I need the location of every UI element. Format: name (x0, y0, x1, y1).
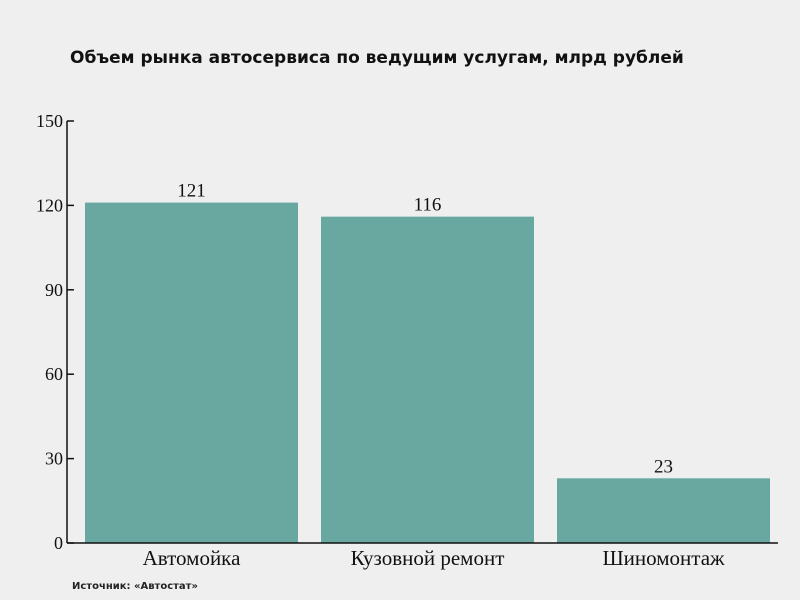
y-tick-label-60: 60 (45, 364, 63, 384)
y-tick-label-150: 150 (36, 111, 63, 131)
bar-2 (321, 216, 534, 544)
labels-layer: 121 Автомойка 116 Кузовной ремонт 23 Шиномонт… (36, 111, 725, 570)
chart-title: Объем рынка автосервиса по ведущим услуг… (70, 48, 684, 68)
bar-3 (557, 478, 770, 543)
bars-layer (85, 202, 770, 544)
source-note: Источник: «Автостат» (72, 581, 198, 592)
data-label-3: 23 (654, 456, 673, 477)
data-label-1: 121 (177, 181, 206, 202)
category-label-2: Кузовной ремонт (351, 546, 505, 570)
y-tick-label-30: 30 (45, 449, 63, 469)
data-label-2: 116 (414, 195, 442, 216)
y-tick-label-90: 90 (45, 280, 63, 300)
category-label-1: Автомойка (143, 546, 241, 570)
category-label-3: Шиномонтаж (602, 546, 725, 570)
y-tick-label-120: 120 (36, 195, 63, 215)
y-tick-label-0: 0 (54, 533, 63, 553)
axis-layer (66, 120, 778, 544)
bar-1 (85, 202, 298, 543)
